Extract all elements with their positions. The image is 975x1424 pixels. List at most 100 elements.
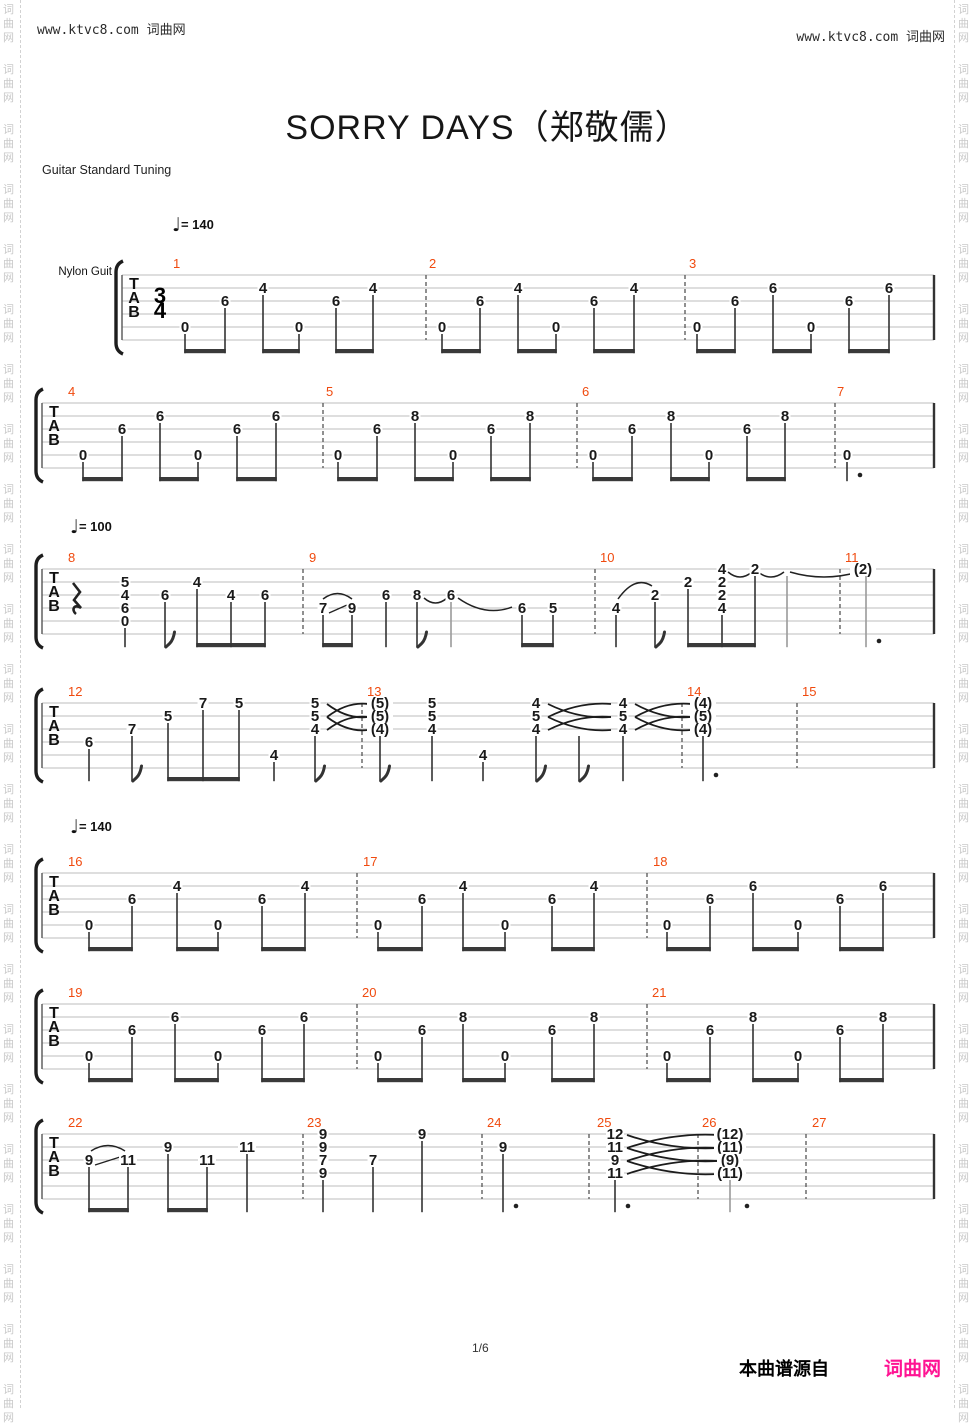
- tempo-marking: ♩= 100: [70, 516, 112, 538]
- quarter-note-icon: ♩: [172, 214, 181, 236]
- fret-number: 5: [428, 708, 436, 725]
- fret-number: 6: [743, 421, 751, 438]
- fret-number-bg: [661, 918, 673, 932]
- beam: [551, 947, 595, 952]
- fret-number-bg: [270, 409, 282, 423]
- fret-number: 6: [548, 891, 556, 908]
- fret-number-bg: [617, 696, 629, 710]
- augmentation-dot: [513, 1203, 519, 1209]
- fret-number: 9: [319, 1165, 327, 1182]
- fret-number: 4: [630, 280, 639, 297]
- fret-number: 0: [589, 447, 597, 464]
- fret-number: 0: [79, 447, 87, 464]
- fret-number: 0: [501, 917, 509, 934]
- fret-number-bg: [119, 575, 131, 589]
- footer-site-link[interactable]: 词曲网: [884, 1359, 942, 1380]
- fret-number-bg: [119, 1153, 137, 1167]
- tab-clef-letter: B: [48, 902, 60, 919]
- fret-number-bg: [530, 696, 542, 710]
- page-number: 1/6: [472, 1341, 489, 1355]
- time-signature-denominator: 4: [154, 298, 167, 323]
- fret-number: 8: [667, 408, 675, 425]
- fret-number: 7: [319, 600, 327, 617]
- measure-number: 8: [68, 550, 75, 565]
- beam: [377, 947, 423, 952]
- quarter-rest: [71, 582, 82, 616]
- fret-number: 6: [221, 293, 229, 310]
- side-watermark-char: 曲: [958, 1158, 969, 1170]
- fret-number: 4: [227, 587, 236, 604]
- fret-number: (2): [854, 561, 872, 578]
- side-watermark-char: 曲: [3, 258, 14, 270]
- beam: [159, 477, 199, 482]
- beam: [517, 349, 557, 354]
- side-watermark-char: 曲: [3, 1398, 14, 1410]
- side-watermark-char: 曲: [3, 678, 14, 690]
- fret-number-bg: [367, 709, 393, 723]
- fret-number-bg: [198, 1153, 216, 1167]
- tempo-marking: ♩= 140: [70, 816, 112, 838]
- fret-number: (5): [694, 708, 712, 725]
- tab-clef-letter: T: [49, 874, 59, 891]
- fret-number: 5: [121, 574, 129, 591]
- side-watermark-char: 词: [958, 1384, 969, 1396]
- side-watermark-char: 词: [3, 424, 14, 436]
- fret-number-bg: [649, 588, 661, 602]
- fret-number: 8: [879, 1009, 887, 1026]
- fret-number: (5): [371, 708, 389, 725]
- fret-number: 6: [85, 734, 93, 751]
- side-watermark-char: 曲: [958, 378, 969, 390]
- beam: [696, 349, 736, 354]
- fret-number-bg: [704, 892, 716, 906]
- tie-arc: [757, 571, 785, 578]
- fret-number: 9: [85, 1152, 93, 1169]
- fret-number-bg: [850, 562, 876, 576]
- slur-arc: [90, 1144, 126, 1152]
- fret-number-bg: [268, 748, 280, 762]
- side-watermark-char: 词: [958, 724, 969, 736]
- fret-number: 4: [718, 600, 727, 617]
- fret-number: 4: [514, 280, 523, 297]
- fret-number-bg: [690, 696, 716, 710]
- fret-number-bg: [171, 879, 183, 893]
- fret-number-bg: [588, 294, 600, 308]
- fret-number: 11: [607, 1165, 623, 1182]
- fret-number: 6: [836, 891, 844, 908]
- fret-number-bg: [191, 575, 203, 589]
- fret-number: 4: [590, 878, 599, 895]
- system-bracket: [114, 259, 124, 356]
- tab-clef-letter: A: [48, 718, 60, 735]
- side-watermark-char: 词: [958, 244, 969, 256]
- fret-number-bg: [159, 588, 171, 602]
- side-watermark-char: 词: [958, 364, 969, 376]
- fret-number-bg: [749, 562, 761, 576]
- side-watermark-char: 曲: [958, 978, 969, 990]
- side-watermark-char: 词: [958, 1204, 969, 1216]
- watermark-top-right: www.ktvc8.com 词曲网: [796, 30, 945, 45]
- tempo-bpm: = 140: [78, 819, 112, 834]
- fret-number: 0: [663, 1048, 671, 1065]
- tab-clef-letter: B: [48, 1033, 60, 1050]
- measure-number: 12: [68, 684, 82, 699]
- eighth-flag: [314, 764, 326, 783]
- fret-number: 4: [718, 561, 727, 578]
- beam: [184, 349, 226, 354]
- fret-number: 8: [749, 1009, 757, 1026]
- fret-number: 7: [319, 1152, 327, 1169]
- side-watermark-char: 词: [958, 844, 969, 856]
- eighth-flag: [578, 764, 590, 783]
- fret-number-bg: [546, 1023, 558, 1037]
- fret-number-bg: [256, 1023, 268, 1037]
- fret-number-bg: [626, 422, 638, 436]
- side-watermark-char: 词: [958, 1084, 969, 1096]
- quarter-note-icon: ♩: [70, 516, 79, 538]
- fret-number-bg: [617, 709, 629, 723]
- fret-number: 8: [411, 408, 419, 425]
- beam: [174, 1078, 219, 1083]
- fret-number-bg: [346, 601, 358, 615]
- measure-number: 24: [487, 1115, 501, 1130]
- side-watermark-char: 词: [3, 724, 14, 736]
- fret-number-bg: [126, 1023, 138, 1037]
- side-watermark-char: 曲: [958, 558, 969, 570]
- tab-clef-letter: T: [49, 570, 59, 587]
